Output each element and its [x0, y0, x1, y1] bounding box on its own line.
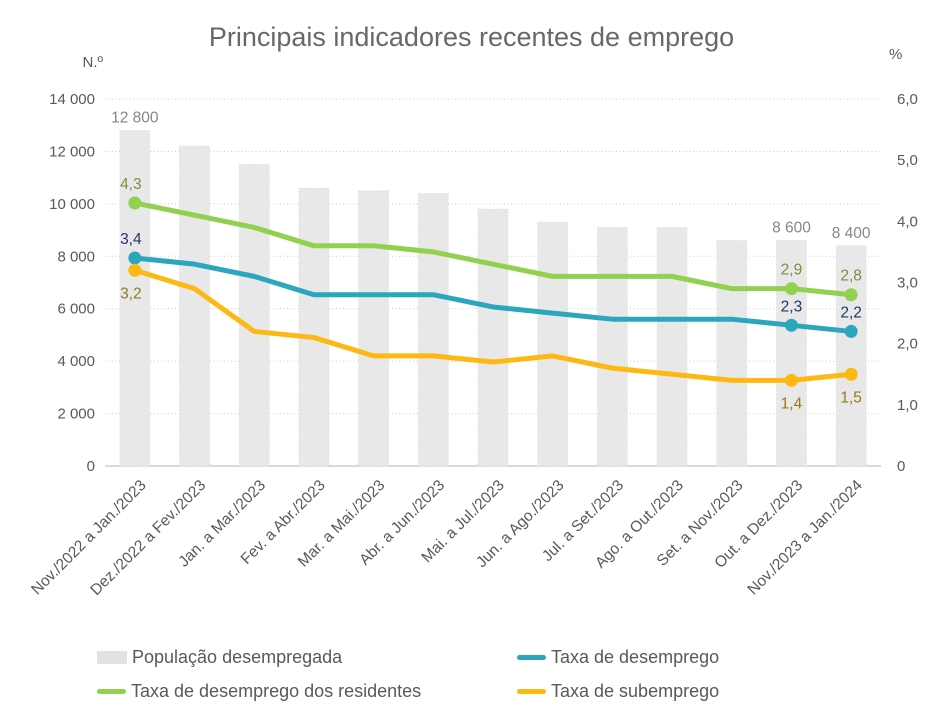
- line-series: [132, 267, 854, 383]
- legend-swatch-line: [97, 688, 126, 694]
- bar: [656, 226, 688, 467]
- right-axis-tick-label: 6,0: [897, 91, 918, 108]
- legend-item: Taxa de desemprego: [517, 646, 719, 668]
- line-marker: [784, 282, 798, 296]
- line-marker: [844, 288, 858, 302]
- bar-value-label: 12 800: [111, 109, 159, 126]
- right-axis-tick-label: 1,0: [897, 397, 918, 414]
- right-axis-tick-label: 4,0: [897, 213, 918, 230]
- right-axis-unit-label: %: [889, 46, 903, 63]
- x-category-label: Nov./2022 a Jan./2023: [28, 477, 150, 599]
- line-value-label: 2,3: [781, 298, 803, 315]
- bar: [119, 129, 151, 467]
- bar: [775, 240, 807, 467]
- legend-swatch-line: [517, 688, 546, 694]
- legend-swatch-line: [517, 654, 546, 660]
- x-category-label: Nov./2023 a Jan./2024: [744, 477, 866, 599]
- left-axis-tick-label: 8 000: [57, 248, 95, 265]
- line-marker: [844, 367, 858, 381]
- legend-swatch-bar: [97, 650, 127, 664]
- legend-item: Taxa de desemprego dos residentes: [97, 680, 421, 702]
- line-value-label: 1,4: [781, 395, 803, 412]
- legend-label: Taxa de desemprego: [551, 646, 720, 667]
- right-axis-tick-label: 2,0: [897, 336, 918, 353]
- left-axis-tick-label: 10 000: [49, 196, 95, 213]
- bar: [596, 226, 628, 467]
- left-axis-tick-label: 0: [87, 458, 95, 475]
- line-value-label: 2,2: [840, 304, 862, 321]
- left-axis-tick-label: 14 000: [49, 91, 95, 108]
- bar: [238, 164, 270, 467]
- bar-value-label: 8 400: [832, 225, 871, 242]
- bar: [835, 245, 867, 467]
- line-value-label: 3,4: [120, 231, 142, 248]
- line-marker: [128, 263, 142, 277]
- left-axis-tick-label: 4 000: [57, 353, 95, 370]
- left-axis-unit-label: N.º: [82, 54, 103, 71]
- left-axis-tick-label: 2 000: [57, 406, 95, 423]
- line-value-label: 4,3: [120, 176, 142, 193]
- legend-label: Taxa de subemprego: [551, 680, 720, 701]
- line-value-label: 2,9: [781, 262, 803, 279]
- right-axis-tick-label: 0: [897, 458, 905, 475]
- x-category-label: Dez./2022 a Fev./2023: [87, 477, 209, 599]
- line-marker: [784, 373, 798, 387]
- line-marker: [844, 324, 858, 338]
- right-axis-tick-label: 3,0: [897, 275, 918, 292]
- legend-item: População desempregada: [97, 646, 342, 668]
- chart-title: Principais indicadores recentes de empre…: [208, 22, 735, 52]
- bar: [417, 192, 449, 467]
- plot-area: 14 000 12 000 10 000 8 000 6 000 4 000 2 000 0 6…: [28, 91, 918, 599]
- line-series: [132, 200, 854, 298]
- legend-label: Taxa de desemprego dos residentes: [131, 680, 422, 701]
- line-value-label: 2,8: [840, 268, 862, 285]
- bar: [716, 240, 748, 467]
- left-axis-tick-label: 6 000: [57, 301, 95, 318]
- right-axis-tick-label: 5,0: [897, 152, 918, 169]
- bar: [358, 190, 390, 467]
- line-marker: [128, 251, 142, 265]
- bar: [477, 208, 509, 467]
- line-marker: [128, 196, 142, 210]
- line-value-label: 3,2: [120, 285, 142, 302]
- bar: [298, 187, 330, 467]
- bar-value-label: 8 600: [772, 220, 811, 237]
- bar: [179, 145, 211, 467]
- bar: [537, 221, 569, 467]
- line-marker: [784, 318, 798, 332]
- line-value-label: 1,5: [840, 389, 862, 406]
- line-series: [132, 255, 854, 334]
- legend-label: População desempregada: [132, 646, 343, 667]
- legend-item: Taxa de subemprego: [517, 680, 719, 702]
- left-axis-tick-label: 12 000: [49, 143, 95, 160]
